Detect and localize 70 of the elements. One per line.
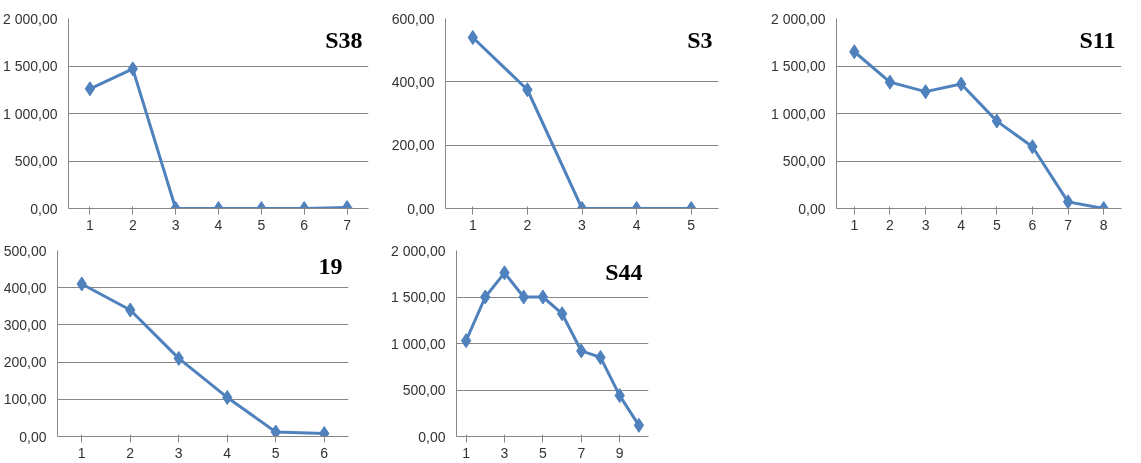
y-tick-label: 1 000,00: [391, 335, 446, 352]
x-tick-label: 5: [539, 444, 548, 461]
point: [467, 30, 478, 45]
x-tick-label: 3: [171, 216, 180, 233]
point: [633, 417, 645, 433]
x-tick-label: 1: [850, 216, 859, 233]
y-tick-label: 100,00: [3, 391, 47, 408]
point: [884, 74, 896, 90]
x-tick-label: 7: [577, 444, 586, 461]
y-tick-label: 500,00: [782, 153, 826, 169]
point: [460, 333, 472, 349]
x-tick-label: 5: [992, 216, 1001, 233]
x-tick-label: 3: [921, 216, 930, 233]
x-tick-label: 6: [1028, 216, 1037, 233]
y-tick-label: 2 000,00: [771, 10, 826, 27]
x-tick-label: 7: [343, 216, 352, 233]
x-tick-label: 5: [271, 444, 280, 461]
y-tick-label: 400,00: [391, 73, 435, 90]
y-tick-label: 2 000,00: [3, 10, 58, 27]
x-tick-label: 3: [174, 444, 183, 461]
x-tick-label: 2: [886, 216, 895, 233]
chart-title: S3: [687, 26, 713, 53]
x-tick-label: 3: [578, 216, 587, 233]
x-tick-label: 6: [320, 444, 329, 461]
x-tick-label: 5: [687, 216, 696, 233]
x-tick-label: 4: [214, 216, 223, 233]
point: [270, 424, 281, 437]
y-tick-label: 600,00: [391, 10, 435, 27]
y-tick-label: 1 500,00: [3, 58, 58, 74]
x-tick-label: 1: [462, 444, 471, 461]
y-tick-label: 0,00: [798, 200, 826, 217]
y-tick-label: 500,00: [3, 242, 47, 259]
point: [537, 289, 549, 305]
y-tick-label: 300,00: [3, 316, 47, 333]
y-tick-label: 1 500,00: [771, 58, 826, 74]
chart-title: S11: [1079, 26, 1116, 53]
x-tick-label: 3: [500, 444, 509, 461]
chart-title: S44: [605, 258, 643, 285]
y-tick-label: 500,00: [14, 153, 58, 169]
x-tick-label: 2: [126, 444, 135, 461]
x-tick-label: 6: [300, 216, 309, 233]
y-tick-label: 200,00: [3, 354, 47, 371]
point: [84, 81, 96, 97]
x-tick-label: 4: [223, 444, 232, 461]
x-tick-label: 4: [632, 216, 641, 233]
x-tick-label: 2: [128, 216, 137, 233]
y-tick-label: 1 500,00: [391, 289, 446, 305]
x-tick-label: 2: [523, 216, 532, 233]
y-tick-label: 1 000,00: [771, 105, 826, 122]
y-tick-label: 500,00: [402, 382, 446, 398]
x-tick-label: 8: [1099, 216, 1108, 233]
chart-title: 19: [318, 252, 343, 279]
x-tick-label: 1: [77, 444, 86, 461]
point: [1062, 194, 1074, 209]
x-tick-label: 1: [86, 216, 95, 233]
y-tick-label: 0,00: [407, 200, 435, 217]
y-tick-label: 0,00: [30, 200, 58, 217]
chart-title: S38: [325, 26, 363, 53]
x-tick-label: 9: [615, 444, 624, 461]
x-tick-label: 4: [957, 216, 966, 233]
y-tick-label: 2 000,00: [391, 242, 446, 259]
y-tick-label: 200,00: [391, 137, 435, 154]
y-tick-label: 0,00: [418, 428, 446, 445]
y-tick-label: 400,00: [3, 279, 47, 296]
x-tick-label: 7: [1064, 216, 1073, 233]
point: [556, 306, 568, 322]
y-tick-label: 0,00: [19, 428, 47, 445]
x-tick-label: 5: [257, 216, 266, 233]
x-tick-label: 1: [468, 216, 477, 233]
y-tick-label: 1 000,00: [3, 105, 58, 122]
